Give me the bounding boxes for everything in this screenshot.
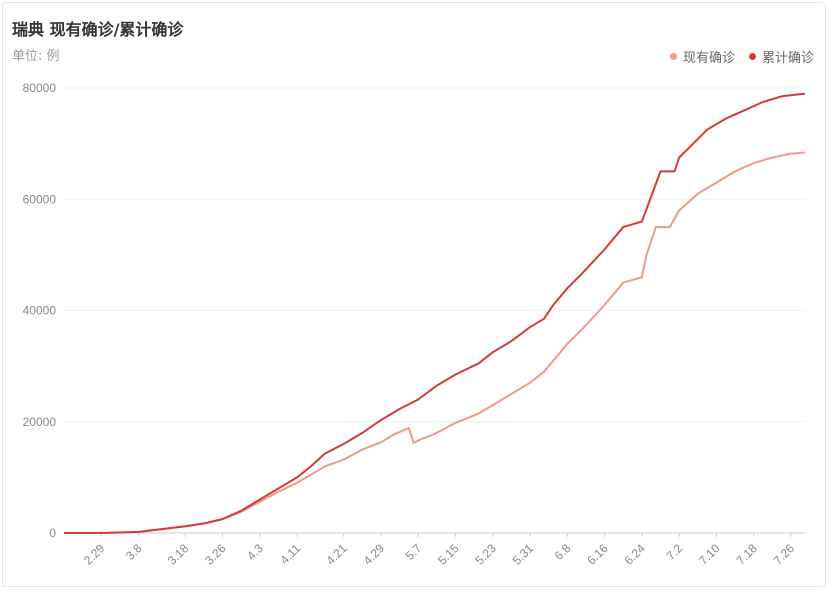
unit-label: 单位: 例 bbox=[12, 49, 60, 64]
x-tick-label: 5.23 bbox=[472, 541, 499, 568]
x-tick-label: 4.21 bbox=[323, 541, 350, 568]
x-tick-label: 3.18 bbox=[165, 541, 192, 568]
x-tick-label: 7.2 bbox=[664, 541, 686, 563]
x-tick-label: 4.29 bbox=[361, 541, 388, 568]
x-tick-label: 4.3 bbox=[244, 541, 266, 563]
legend: 现有确诊 累计确诊 bbox=[669, 47, 814, 66]
y-tick-label: 40000 bbox=[23, 304, 57, 318]
series-line-cumulative bbox=[63, 92, 806, 534]
x-tick-label: 7.26 bbox=[771, 541, 798, 568]
series-line-current bbox=[63, 151, 806, 534]
legend-label-current: 现有确诊 bbox=[682, 51, 735, 66]
x-tick-label: 3.8 bbox=[123, 541, 145, 563]
x-tick-label: 5.7 bbox=[403, 541, 425, 563]
x-tick-label: 6.8 bbox=[552, 541, 574, 563]
x-tick-label: 5.31 bbox=[510, 541, 537, 568]
y-tick-label: 60000 bbox=[23, 192, 57, 206]
legend-dot-cumulative bbox=[748, 53, 756, 60]
x-tick-label: 7.10 bbox=[696, 541, 723, 568]
x-tick-label: 4.11 bbox=[277, 541, 303, 567]
legend-item-current[interactable]: 现有确诊 bbox=[669, 47, 735, 66]
chart-title: 瑞典 现有确诊/累计确诊 bbox=[12, 20, 184, 39]
x-tick-label: 5.15 bbox=[435, 541, 462, 568]
legend-item-cumulative[interactable]: 累计确诊 bbox=[748, 47, 814, 66]
x-tick-label: 6.16 bbox=[584, 541, 611, 568]
y-tick-label: 20000 bbox=[23, 415, 57, 429]
legend-label-cumulative: 累计确诊 bbox=[761, 51, 814, 66]
y-tick-label: 80000 bbox=[23, 81, 57, 95]
x-tick-label: 2.29 bbox=[81, 541, 108, 568]
legend-dot-current bbox=[669, 53, 677, 60]
x-tick-label: 6.24 bbox=[622, 541, 649, 568]
x-tick-label: 3.26 bbox=[202, 541, 229, 568]
x-tick-label: 7.18 bbox=[733, 541, 760, 568]
y-tick-label: 0 bbox=[49, 526, 56, 540]
